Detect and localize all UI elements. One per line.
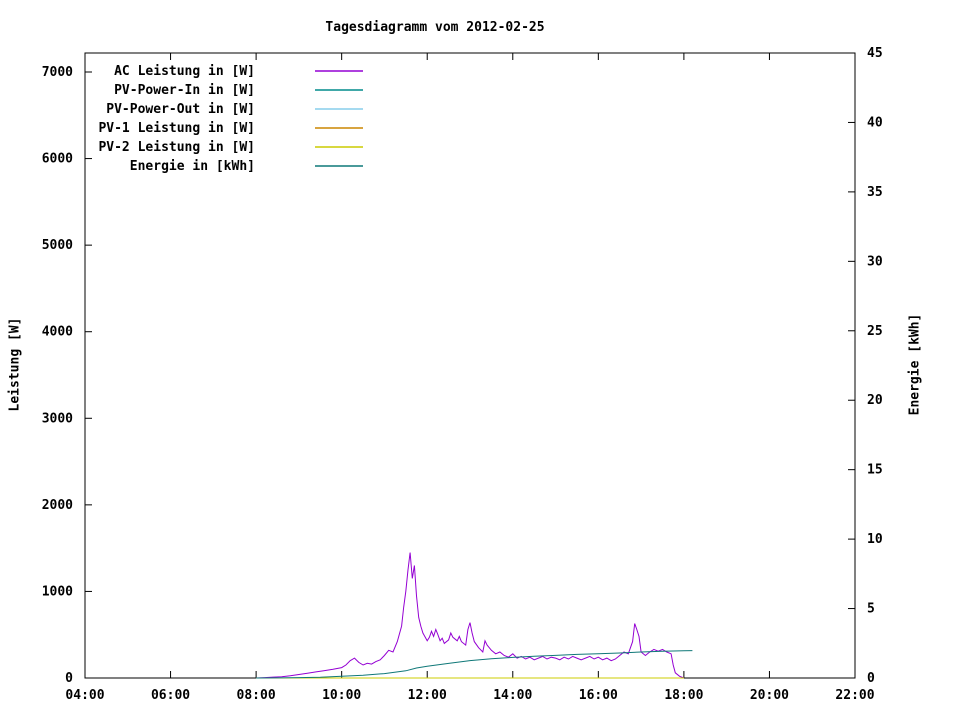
- x-tick-label: 16:00: [579, 688, 618, 703]
- y-right-tick-label: 45: [867, 46, 883, 61]
- y-left-tick-label: 0: [65, 671, 73, 686]
- x-tick-label: 12:00: [408, 688, 447, 703]
- x-tick-label: 22:00: [835, 688, 874, 703]
- series-line: [256, 552, 685, 679]
- y-left-tick-label: 4000: [42, 325, 73, 340]
- legend-label: PV-2 Leistung in [W]: [98, 140, 255, 155]
- y-left-tick-label: 7000: [42, 65, 73, 80]
- legend-label: PV-1 Leistung in [W]: [98, 121, 255, 136]
- y-right-tick-label: 25: [867, 324, 883, 339]
- x-tick-label: 08:00: [237, 688, 276, 703]
- y-axis-label-right: Energie [kWh]: [907, 313, 923, 416]
- x-tick-label: 04:00: [65, 688, 104, 703]
- x-tick-label: 14:00: [493, 688, 532, 703]
- y-right-tick-label: 30: [867, 254, 883, 269]
- y-right-tick-label: 10: [867, 532, 883, 547]
- x-tick-label: 20:00: [750, 688, 789, 703]
- y-left-tick-label: 5000: [42, 238, 73, 253]
- y-axis-label-left: Leistung [W]: [7, 317, 23, 412]
- y-right-tick-label: 15: [867, 463, 883, 478]
- chart-title: Tagesdiagramm vom 2012-02-25: [325, 20, 545, 35]
- y-left-tick-label: 6000: [42, 152, 73, 167]
- y-right-tick-label: 35: [867, 185, 883, 200]
- legend-label: Energie in [kWh]: [130, 159, 255, 174]
- y-left-tick-label: 1000: [42, 584, 73, 599]
- y-right-tick-label: 40: [867, 115, 883, 130]
- x-tick-label: 18:00: [664, 688, 703, 703]
- y-right-tick-label: 0: [867, 671, 875, 686]
- y-right-tick-label: 20: [867, 393, 883, 408]
- legend-label: AC Leistung in [W]: [114, 64, 255, 79]
- legend-label: PV-Power-Out in [W]: [106, 102, 255, 117]
- x-tick-label: 10:00: [322, 688, 361, 703]
- series-line: [256, 650, 693, 679]
- legend-label: PV-Power-In in [W]: [114, 83, 255, 98]
- y-left-tick-label: 3000: [42, 411, 73, 426]
- x-tick-label: 06:00: [151, 688, 190, 703]
- y-left-tick-label: 2000: [42, 498, 73, 513]
- y-right-tick-label: 5: [867, 602, 875, 617]
